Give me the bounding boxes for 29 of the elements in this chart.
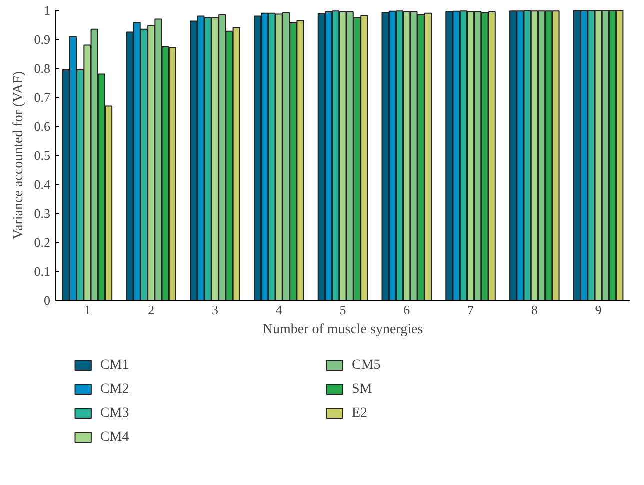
y-tick-label: 0.6 [34, 119, 51, 134]
legend-label: CM3 [100, 406, 130, 421]
x-tick-label: 8 [531, 302, 538, 318]
y-tick-label: 0.7 [34, 90, 51, 105]
x-tick-label: 2 [148, 302, 155, 318]
y-tick-label: 0.4 [34, 177, 51, 192]
y-tick-label: 0.8 [34, 61, 50, 76]
x-axis-title: Number of muscle synergies [262, 322, 424, 338]
y-tick-label: 0.1 [34, 264, 50, 279]
y-tick-label: 0 [44, 293, 50, 308]
y-tick-label: 1 [44, 3, 50, 18]
y-tick-label: 0.5 [34, 148, 50, 163]
y-axis-title: Variance accounted for (VAF) [11, 71, 26, 240]
x-tick-label: 5 [340, 302, 346, 318]
x-tick-label: 7 [468, 302, 475, 318]
legend-label: CM4 [100, 430, 130, 445]
x-tick-label: 1 [84, 302, 91, 318]
x-tick-label: 4 [276, 302, 283, 318]
y-tick-label: 0.2 [34, 235, 50, 250]
legend-label: E2 [352, 406, 368, 421]
x-tick-label: 6 [404, 302, 411, 318]
x-tick-label: 9 [595, 302, 602, 318]
y-tick-label: 0.9 [34, 32, 50, 47]
legend-label: CM2 [100, 382, 130, 397]
y-tick-label: 0.3 [34, 206, 50, 221]
legend-label: CM1 [100, 358, 130, 373]
x-tick-label: 3 [212, 302, 218, 318]
legend-label: SM [352, 382, 373, 397]
legend-label: CM5 [352, 358, 381, 373]
